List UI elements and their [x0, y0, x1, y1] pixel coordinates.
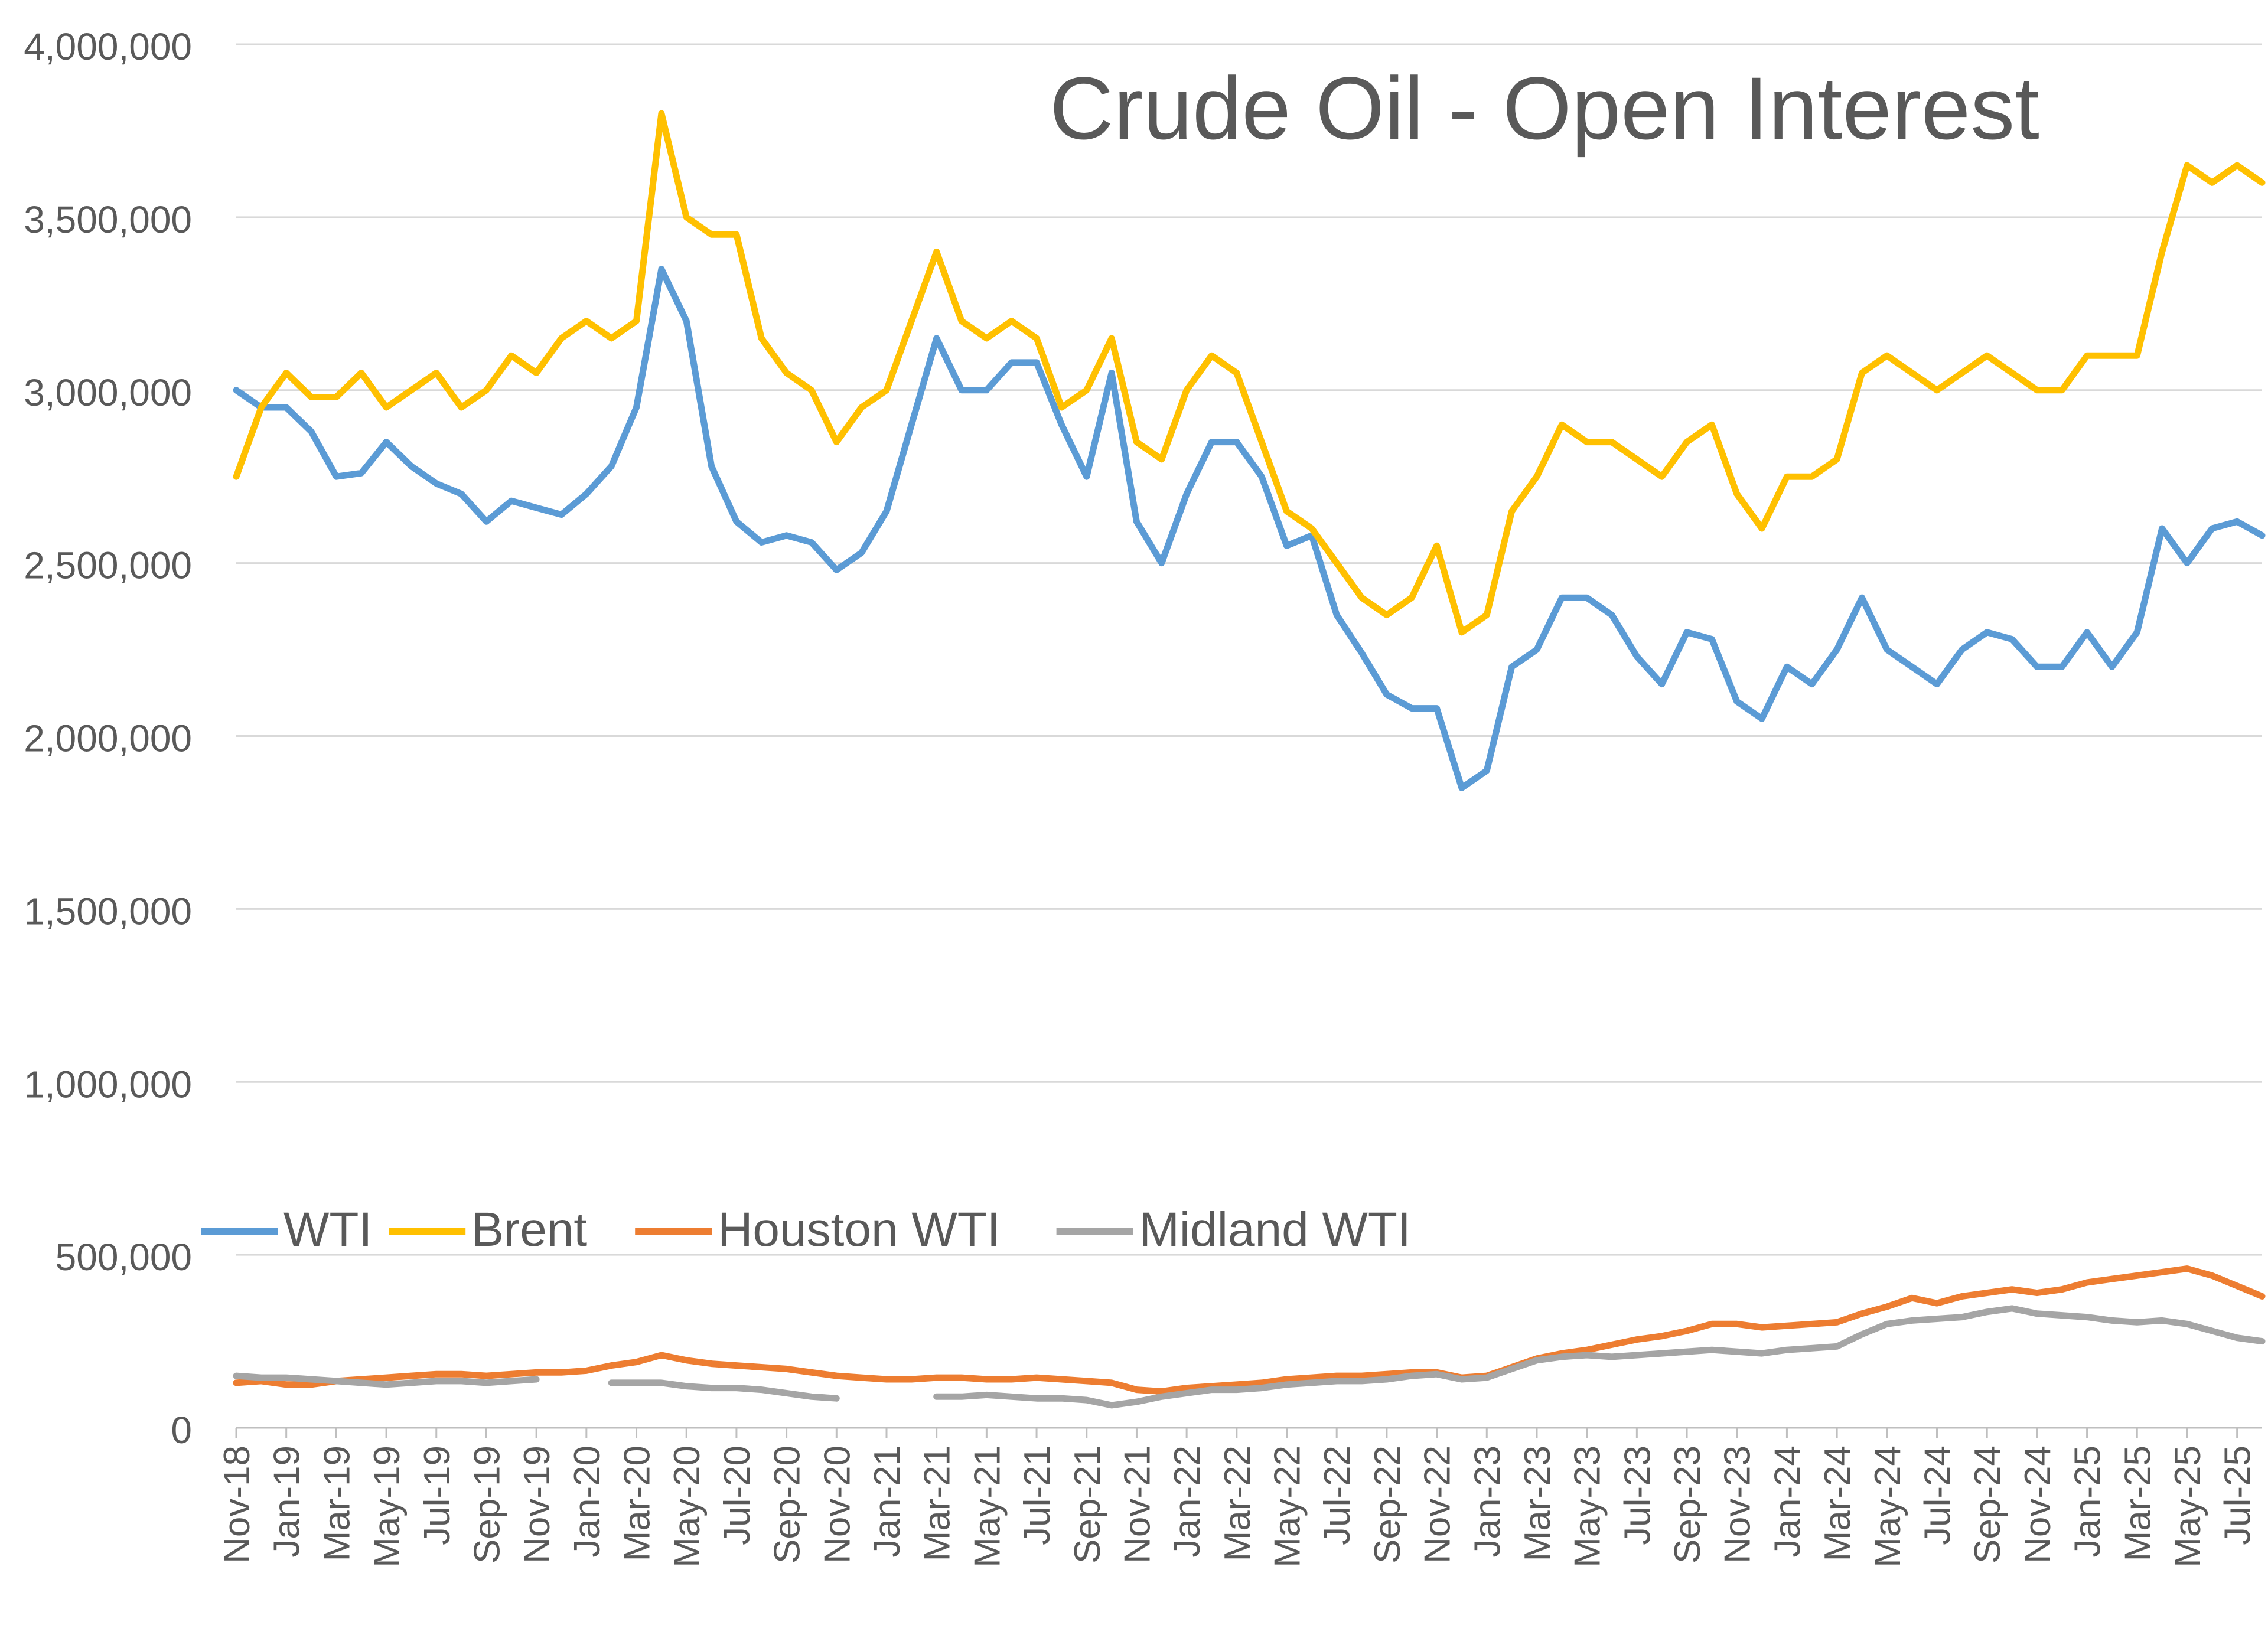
- x-tick-label: May-25: [2168, 1445, 2208, 1568]
- x-tick-label: Jul-20: [717, 1445, 758, 1545]
- x-tick-label: Jul-25: [2218, 1445, 2259, 1545]
- x-tick-label: Nov-20: [817, 1445, 858, 1564]
- legend-label-midland-wti: Midland WTI: [1139, 1203, 1411, 1257]
- chart-title: Crude Oil - Open Interest: [1050, 58, 2039, 158]
- x-tick-label: Sep-22: [1367, 1445, 1408, 1564]
- legend: WTI Brent Houston WTI Midland WTI: [201, 1203, 1411, 1257]
- x-axis: Nov-18 Jan-19 Mar-19 May-19 Jul-19 Sep-19 Nov-…: [217, 1428, 2259, 1568]
- y-tick-label: 0: [171, 1409, 192, 1451]
- y-tick-label: 3,000,000: [24, 371, 192, 414]
- x-tick-label: Jan-21: [867, 1445, 908, 1558]
- x-tick-label: Nov-19: [517, 1445, 558, 1564]
- y-tick-label: 1,000,000: [24, 1063, 192, 1105]
- x-tick-label: Mar-24: [1817, 1445, 1858, 1561]
- x-tick-label: Jan-19: [267, 1445, 308, 1558]
- x-tick-label: Mar-25: [2117, 1445, 2158, 1561]
- x-tick-label: Jul-22: [1317, 1445, 1358, 1545]
- x-tick-label: Mar-23: [1517, 1445, 1558, 1561]
- x-tick-label: Nov-18: [217, 1445, 258, 1564]
- x-tick-label: Mar-19: [317, 1445, 357, 1561]
- x-tick-label: Mar-22: [1217, 1445, 1258, 1561]
- x-tick-label: May-23: [1568, 1445, 1608, 1568]
- x-tick-label: Sep-19: [467, 1445, 507, 1564]
- x-tick-label: Sep-21: [1067, 1445, 1108, 1564]
- x-tick-label: Jul-19: [417, 1445, 458, 1545]
- x-tick-label: Nov-22: [1418, 1445, 1458, 1564]
- series-line-midland-wti: [233, 1305, 2266, 1409]
- x-tick-label: Jan-24: [1767, 1445, 1808, 1558]
- series-lines: [233, 110, 2266, 1409]
- x-tick-label: Jan-23: [1467, 1445, 1508, 1558]
- y-tick-label: 4,000,000: [24, 25, 192, 68]
- series-line-brent: [233, 110, 2266, 636]
- y-tick-label: 1,500,000: [24, 890, 192, 932]
- legend-label-houston-wti: Houston WTI: [718, 1203, 1000, 1257]
- x-tick-label: May-19: [367, 1445, 408, 1568]
- y-axis-tick-labels: 0 500,000 1,000,000 1,500,000 2,000,000 2,500…: [24, 25, 192, 1451]
- gridlines: [236, 43, 2262, 1429]
- y-tick-label: 2,000,000: [24, 717, 192, 760]
- x-tick-label: Jul-21: [1017, 1445, 1058, 1545]
- y-tick-label: 3,500,000: [24, 198, 192, 241]
- x-tick-label: Jul-23: [1617, 1445, 1658, 1545]
- x-tick-label: Jan-20: [567, 1445, 608, 1558]
- y-tick-label: 2,500,000: [24, 544, 192, 587]
- x-tick-label: Jan-25: [2068, 1445, 2109, 1558]
- series-line-houston-wti: [233, 1265, 2266, 1395]
- x-tick-label: Sep-20: [767, 1445, 808, 1564]
- x-tick-label: Nov-24: [2018, 1445, 2058, 1564]
- x-tick-label: May-24: [1868, 1445, 1908, 1568]
- x-tick-label: Mar-20: [617, 1445, 658, 1561]
- x-tick-label: May-20: [667, 1445, 708, 1568]
- x-tick-label: Jan-22: [1167, 1445, 1208, 1558]
- legend-label-brent: Brent: [471, 1203, 587, 1257]
- x-tick-label: Jul-24: [1918, 1445, 1959, 1545]
- legend-label-wti: WTI: [284, 1203, 372, 1257]
- x-tick-label: Sep-23: [1667, 1445, 1708, 1564]
- y-tick-label: 500,000: [56, 1236, 192, 1278]
- x-tick-label: May-21: [967, 1445, 1008, 1568]
- series-line-wti: [233, 266, 2266, 791]
- x-tick-label: Nov-23: [1718, 1445, 1758, 1564]
- x-tick-label: May-22: [1267, 1445, 1308, 1568]
- x-tick-label: Mar-21: [917, 1445, 958, 1561]
- x-tick-label: Sep-24: [1967, 1445, 2008, 1564]
- x-tick-label: Nov-21: [1117, 1445, 1158, 1564]
